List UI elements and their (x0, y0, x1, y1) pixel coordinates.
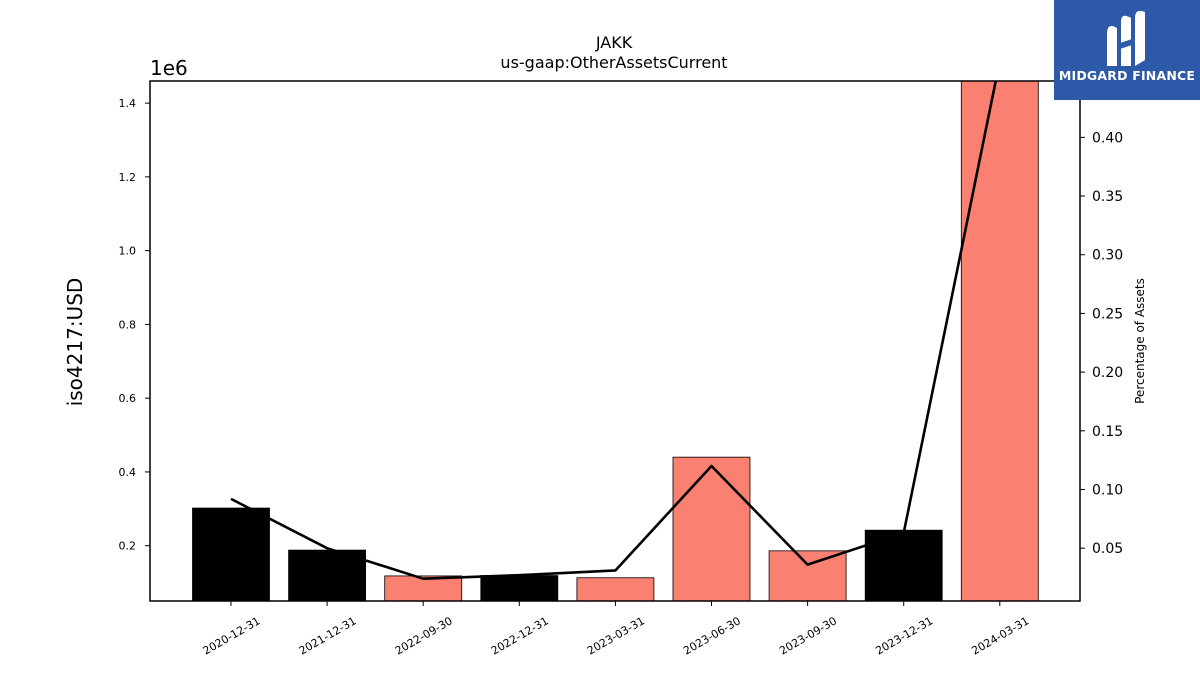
logo-text: MIDGARD FINANCE (1058, 68, 1196, 83)
bar-2022-12-31 (480, 575, 559, 602)
x-tick-label: 2020-12-31 (201, 614, 263, 657)
y2-tick-label: 0.25 (1092, 306, 1123, 322)
y2-tick-label: 0.10 (1092, 482, 1123, 498)
bar-2024-03-31 (960, 80, 1039, 602)
y-tick-label: 0.6 (119, 392, 137, 405)
x-tick-label: 2023-09-30 (777, 614, 839, 657)
midgard-logo: MIDGARD FINANCE (1054, 0, 1200, 100)
line-layer (230, 80, 998, 580)
x-tick-label: 2023-12-31 (873, 614, 935, 657)
x-tick-label: 2024-03-31 (969, 614, 1031, 657)
chart-title: JAKK (595, 33, 633, 52)
x-tick-label: 2022-12-31 (489, 614, 551, 657)
x-tick-label: 2023-06-30 (681, 614, 743, 657)
y2-tick-label: 0.35 (1092, 189, 1123, 205)
y2-tick-label: 0.40 (1092, 130, 1123, 146)
plot-frame (149, 80, 1081, 602)
bar-2020-12-31 (192, 507, 270, 602)
bar-2023-06-30 (672, 456, 751, 602)
y-tick-label: 1.0 (119, 245, 137, 258)
bar-2023-09-30 (768, 550, 847, 602)
bar-2021-12-31 (288, 549, 367, 602)
x-tick-label: 2023-03-31 (585, 614, 647, 657)
x-tick-label: 2022-09-30 (393, 614, 455, 657)
bars-layer (192, 80, 1039, 602)
y2-tick-label: 0.05 (1092, 541, 1123, 557)
y2-tick-label: 0.15 (1092, 424, 1123, 440)
y2-axis-label: Percentage of Assets (1133, 278, 1147, 404)
x-tick-label: 2021-12-31 (297, 614, 359, 657)
y2-tick-label: 0.20 (1092, 365, 1123, 381)
y-tick-label: 1.2 (119, 171, 137, 184)
bar-2022-09-30 (384, 575, 463, 602)
chart-subtitle: us-gaap:OtherAssetsCurrent (500, 53, 727, 72)
y-tick-label: 1.4 (119, 97, 137, 110)
bar-2023-03-31 (576, 577, 655, 602)
percentage-line (230, 80, 998, 580)
midgard-logo-mark-icon (1107, 10, 1145, 66)
y-tick-label: 0.8 (119, 318, 137, 331)
y-axis-label: iso4217:USD (63, 278, 87, 407)
y-axis-multiplier: 1e6 (150, 56, 188, 80)
y2-tick-label: 0.30 (1092, 248, 1123, 264)
y-tick-label: 0.4 (119, 466, 137, 479)
y-tick-label: 0.2 (119, 540, 137, 553)
